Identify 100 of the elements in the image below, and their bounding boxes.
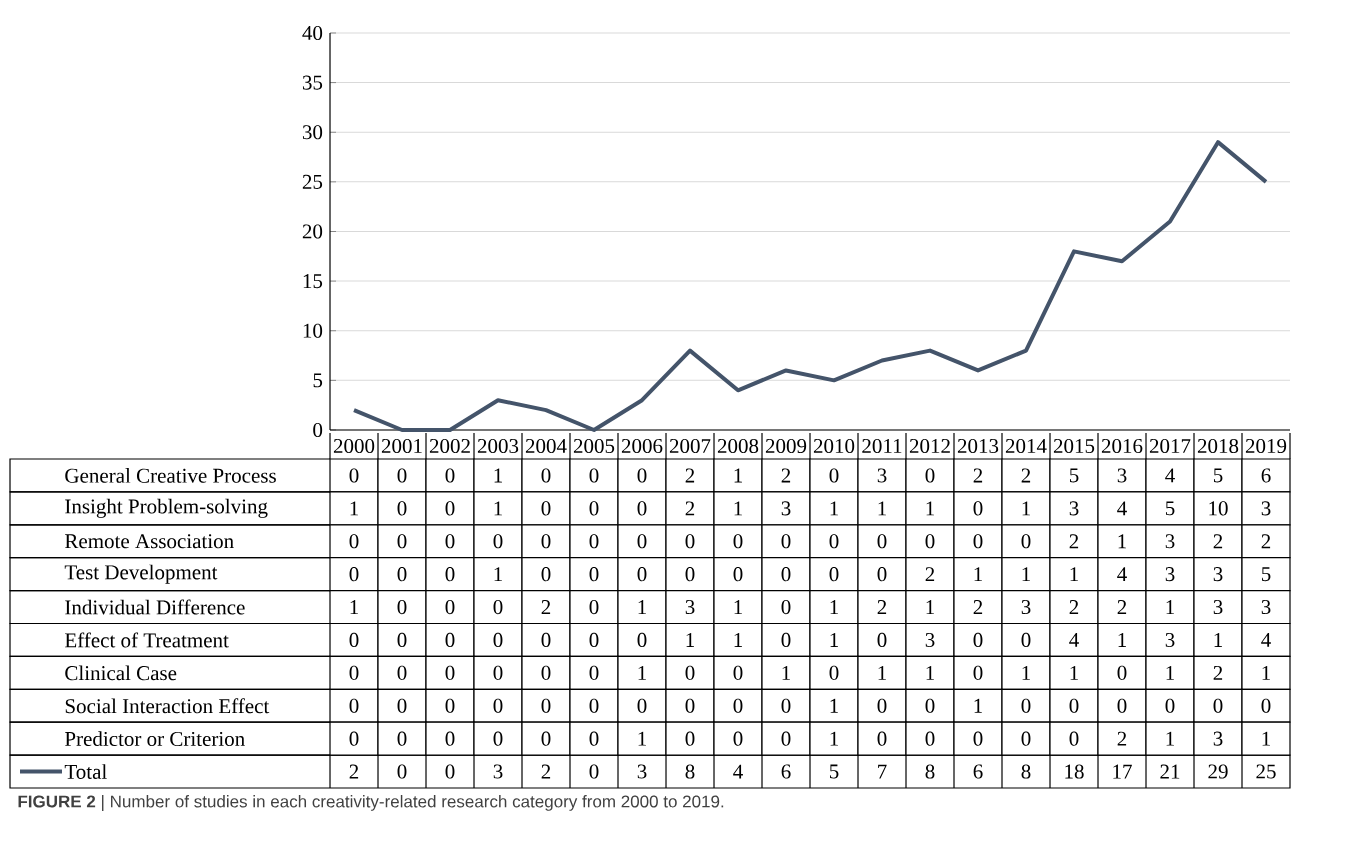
data-label: 10 (1209, 501, 1228, 516)
data-label: 4 (1117, 501, 1127, 516)
data-label: 1 (1262, 731, 1270, 746)
data-label: 0 (349, 665, 359, 680)
data-label: 5 (829, 764, 839, 779)
data-label: 0 (493, 698, 503, 713)
data-label: 1 (1166, 731, 1174, 746)
data-label: 0 (589, 534, 599, 549)
data-label: 2 (685, 501, 695, 516)
y-tick-label: Insight Problem-solving (65, 498, 268, 518)
data-label: 0 (541, 567, 551, 582)
data-label: 0 (685, 567, 695, 582)
data-label: 2 (1069, 600, 1079, 614)
data-label: 3 (1261, 501, 1271, 516)
data-label: 0 (637, 567, 647, 582)
data-label: 0 (925, 534, 935, 549)
data-label: 0 (589, 599, 599, 615)
data-label: 0 (541, 632, 551, 648)
data-label: 2 (541, 600, 551, 614)
data-label: 0 (397, 599, 407, 615)
data-label: 0 (445, 468, 455, 483)
data-label: 3 (1069, 501, 1079, 516)
data-label: 0 (397, 665, 407, 680)
x-tick-label: 2007 (669, 438, 711, 454)
data-label: 3 (685, 600, 695, 615)
data-label: 0 (1117, 665, 1127, 680)
data-label: 0 (781, 632, 791, 648)
data-label: 3 (493, 764, 503, 779)
data-label: 0 (397, 632, 407, 648)
data-label: 4 (1261, 633, 1271, 647)
data-label: 8 (925, 764, 935, 779)
data-label: 29 (1208, 764, 1228, 779)
data-label: 0 (349, 632, 359, 648)
data-label: 1 (638, 665, 646, 680)
data-label: 1 (1070, 567, 1078, 582)
data-label: 3 (877, 468, 887, 483)
data-label: 0 (1261, 698, 1271, 713)
x-tick-label: 2012 (909, 438, 950, 454)
data-label: 4 (1117, 567, 1127, 582)
data-label: 1 (494, 468, 502, 483)
data-label: 0 (1165, 698, 1175, 713)
data-label: 0 (973, 534, 983, 549)
data-label: 0 (349, 534, 359, 549)
data-label: 0 (493, 731, 503, 746)
data-label: 0 (445, 501, 455, 516)
data-label: 17 (1113, 764, 1132, 779)
data-label: 1 (1118, 633, 1126, 647)
y-tick-label: 30 (302, 125, 323, 140)
y-tick-label: Clinical Case (65, 665, 177, 681)
data-label: 0 (829, 468, 839, 483)
y-tick-label: General Creative Process (65, 468, 276, 483)
data-label: 0 (349, 567, 359, 582)
data-label: 1 (734, 501, 742, 516)
data-label: 2 (877, 600, 887, 614)
data-label: 0 (445, 698, 455, 713)
data-label: 21 (1160, 764, 1180, 779)
data-label: 0 (589, 731, 599, 746)
data-label: 2 (1117, 600, 1127, 614)
data-label: 0 (541, 501, 551, 516)
data-label: 0 (637, 632, 647, 648)
x-tick-label: 2003 (477, 438, 519, 454)
data-label: 4 (1069, 633, 1079, 647)
data-label: 3 (1213, 567, 1223, 582)
data-label: 0 (829, 665, 839, 680)
data-label: 0 (589, 468, 599, 483)
data-label: 1 (350, 501, 358, 516)
y-tick-label: 40 (302, 25, 323, 41)
x-tick-label: 2014 (1005, 438, 1047, 454)
x-tick-label: 2013 (957, 438, 999, 454)
x-tick-label: 2018 (1197, 438, 1239, 454)
y-tick-label: Individual Difference (65, 599, 245, 615)
x-tick-label: 2016 (1101, 438, 1143, 454)
data-label: 3 (925, 632, 935, 648)
data-label: 0 (1069, 698, 1079, 713)
data-label: 2 (973, 468, 983, 483)
data-label: 3 (1213, 731, 1223, 746)
data-label: 0 (493, 665, 503, 680)
data-label: 7 (878, 764, 887, 779)
data-label: 0 (397, 764, 407, 779)
data-label: 0 (781, 731, 791, 746)
data-label: 1 (830, 698, 838, 713)
y-tick-label: 25 (302, 174, 323, 189)
data-label: 0 (589, 632, 599, 648)
x-tick-label: 2006 (621, 438, 663, 454)
data-label: 0 (349, 698, 359, 713)
data-label: 1 (1022, 501, 1030, 516)
x-tick-label: 2019 (1245, 438, 1287, 454)
y-tick-label: Remote Association (65, 534, 234, 549)
data-label: 0 (1021, 731, 1031, 746)
data-label: 0 (445, 665, 455, 680)
data-label: 0 (541, 731, 551, 746)
x-tick-label: 2004 (525, 438, 567, 454)
data-label: 0 (733, 534, 743, 549)
data-label: 0 (781, 534, 791, 549)
line-series (352, 140, 1268, 432)
data-label: 0 (877, 698, 887, 713)
data-label: 0 (1021, 698, 1031, 713)
data-label: 0 (589, 698, 599, 713)
data-label: 4 (1165, 468, 1175, 483)
x-tick-label: 2009 (765, 438, 807, 454)
